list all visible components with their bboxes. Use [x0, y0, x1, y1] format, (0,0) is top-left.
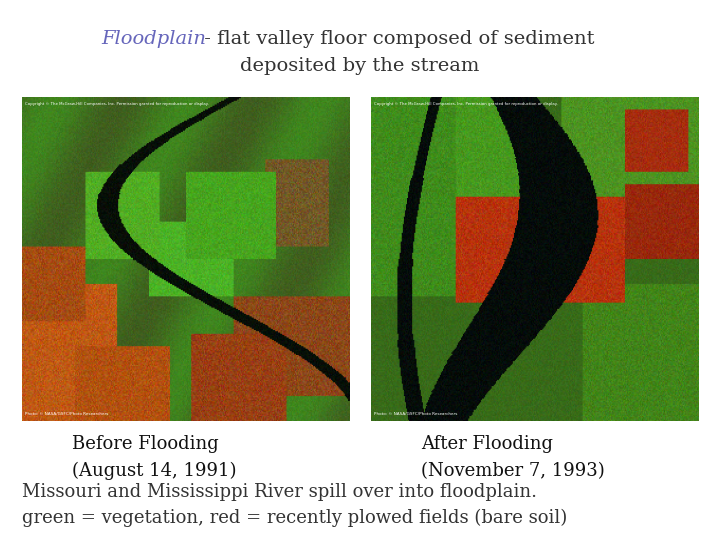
Text: Missouri and Mississippi River spill over into floodplain.: Missouri and Mississippi River spill ove… — [22, 483, 536, 501]
Text: Copyright © The McGraw-Hill Companies, Inc. Permission granted for reproduction : Copyright © The McGraw-Hill Companies, I… — [25, 102, 209, 106]
Text: (August 14, 1991): (August 14, 1991) — [72, 462, 236, 480]
Text: Copyright © The McGraw-Hill Companies, Inc. Permission granted for reproduction : Copyright © The McGraw-Hill Companies, I… — [374, 102, 558, 106]
Text: deposited by the stream: deposited by the stream — [240, 57, 480, 75]
Text: green = vegetation, red = recently plowed fields (bare soil): green = vegetation, red = recently plowe… — [22, 509, 567, 527]
Text: Before Flooding: Before Flooding — [72, 435, 219, 453]
Text: After Flooding: After Flooding — [421, 435, 553, 453]
Text: Photo: © NASA/GSFC/Photo Researchers: Photo: © NASA/GSFC/Photo Researchers — [374, 413, 457, 416]
Text: (November 7, 1993): (November 7, 1993) — [421, 462, 605, 480]
Text: Photo: © NASA/GSFC/Photo Researchers: Photo: © NASA/GSFC/Photo Researchers — [25, 413, 108, 416]
Text: Floodplain: Floodplain — [101, 30, 206, 48]
Text: - flat valley floor composed of sediment: - flat valley floor composed of sediment — [198, 30, 595, 48]
